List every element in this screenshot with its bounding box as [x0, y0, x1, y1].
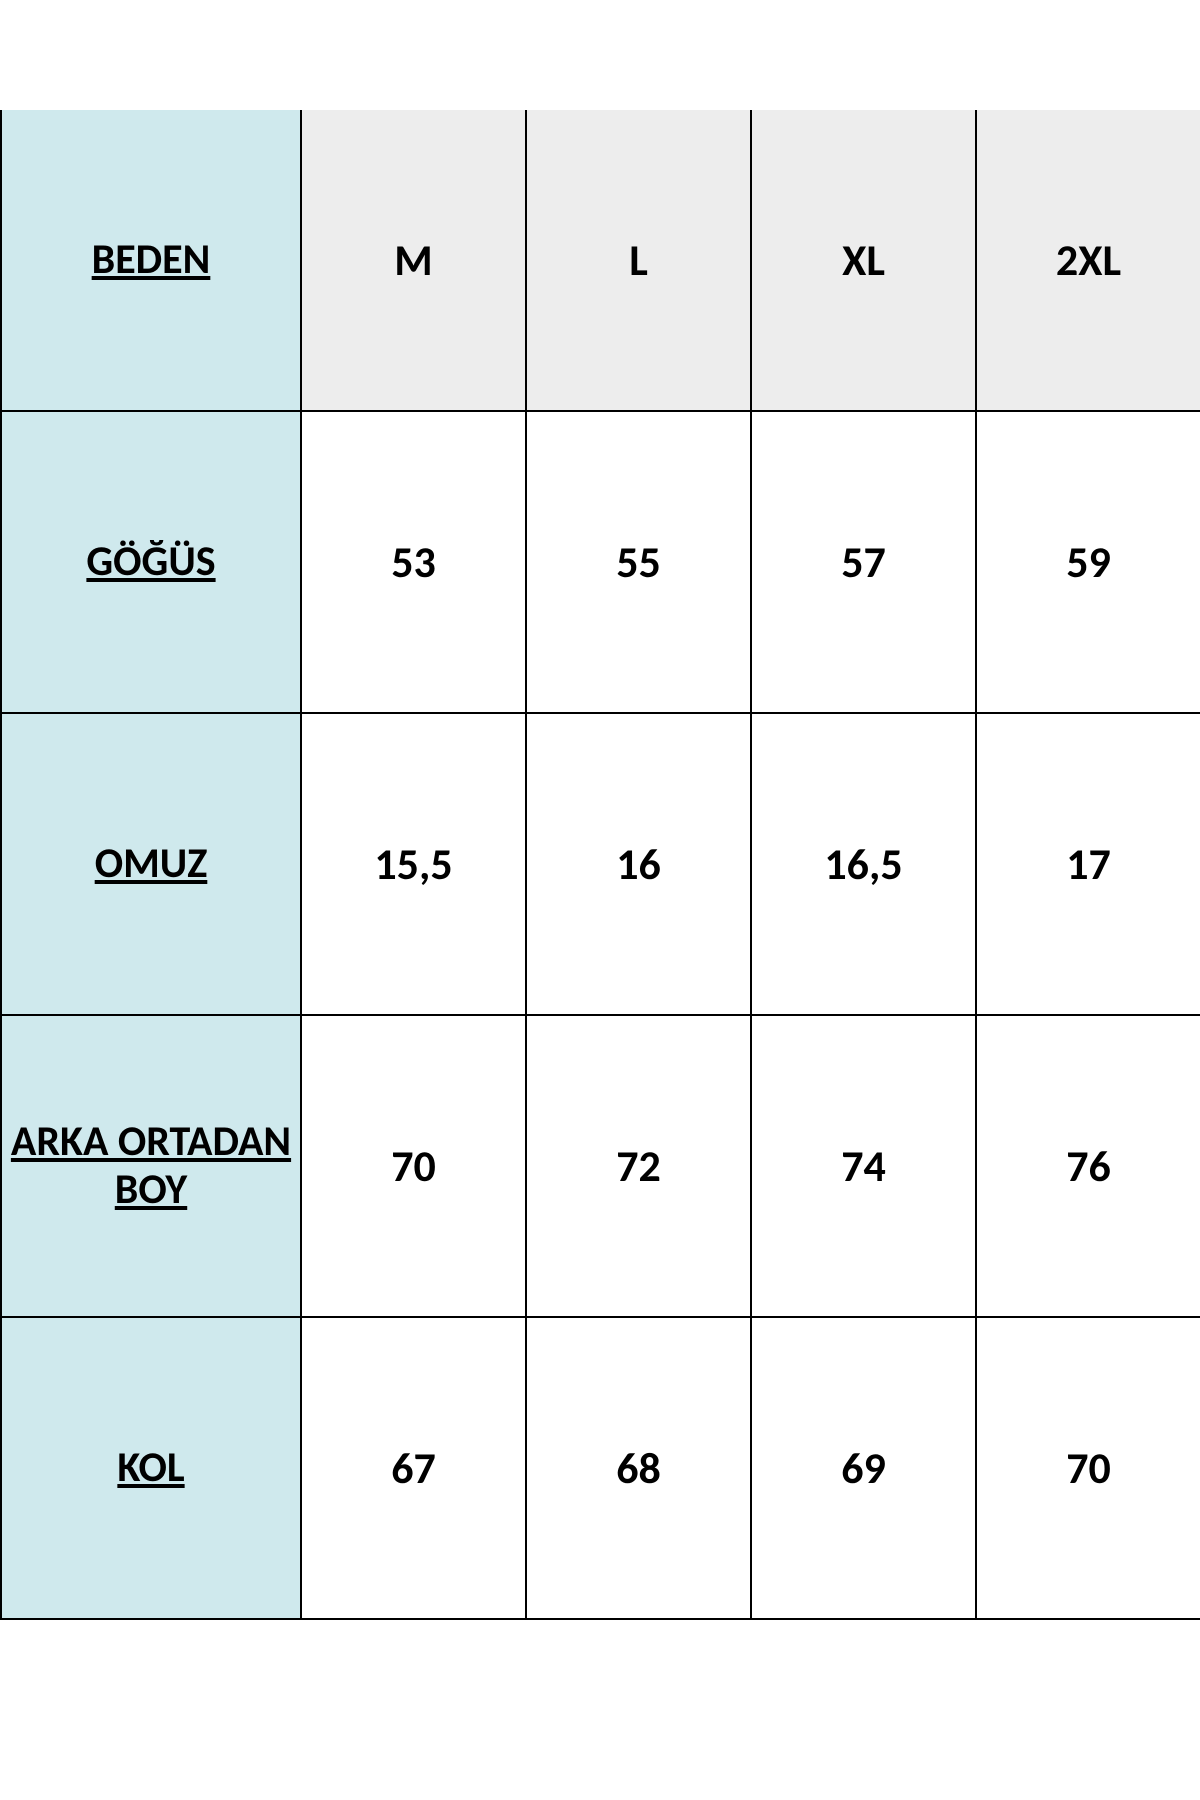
table-cell: 53	[301, 411, 526, 713]
cell-value: 74	[841, 1139, 886, 1193]
cell-value: 15,5	[374, 837, 452, 891]
table-header-row: BEDEN M L XL 2XL	[1, 110, 1200, 411]
row-label: OMUZ	[95, 840, 208, 888]
table-cell: 70	[301, 1015, 526, 1317]
size-table: BEDEN M L XL 2XL GÖĞÜS 53	[0, 110, 1200, 1620]
cell-value: 59	[1066, 535, 1111, 589]
table-cell: 74	[751, 1015, 976, 1317]
header-col-text: XL	[842, 233, 885, 287]
table-row: OMUZ 15,5 16 16,5 17	[1, 713, 1200, 1015]
cell-value: 57	[841, 535, 886, 589]
cell-value: 17	[1066, 837, 1111, 891]
table-cell: 57	[751, 411, 976, 713]
table-cell: 68	[526, 1317, 751, 1619]
header-col-3: 2XL	[976, 110, 1200, 411]
cell-value: 55	[616, 535, 661, 589]
cell-value: 72	[616, 1139, 661, 1193]
cell-value: 16	[616, 837, 661, 891]
header-col-2: XL	[751, 110, 976, 411]
header-col-0: M	[301, 110, 526, 411]
header-col-text: L	[629, 233, 648, 287]
row-label: GÖĞÜS	[86, 538, 215, 586]
row-label: KOL	[117, 1444, 184, 1492]
cell-value: 76	[1066, 1139, 1111, 1193]
header-col-text: 2XL	[1056, 233, 1121, 287]
table-cell: 76	[976, 1015, 1200, 1317]
table-row: KOL 67 68 69 70	[1, 1317, 1200, 1619]
cell-value: 69	[841, 1441, 886, 1495]
header-col-text: M	[394, 233, 432, 287]
row-label: ARKA ORTADAN BOY	[10, 1118, 292, 1215]
table-cell: 72	[526, 1015, 751, 1317]
row-label-cell: ARKA ORTADAN BOY	[1, 1015, 301, 1317]
table-cell: 55	[526, 411, 751, 713]
table-row: ARKA ORTADAN BOY 70 72 74 76	[1, 1015, 1200, 1317]
table-row: GÖĞÜS 53 55 57 59	[1, 411, 1200, 713]
table-cell: 16,5	[751, 713, 976, 1015]
header-label: BEDEN	[92, 236, 211, 284]
table-cell: 16	[526, 713, 751, 1015]
table-cell: 17	[976, 713, 1200, 1015]
cell-value: 53	[391, 535, 436, 589]
size-table-container: BEDEN M L XL 2XL GÖĞÜS 53	[0, 110, 1200, 1620]
header-col-1: L	[526, 110, 751, 411]
cell-value: 70	[391, 1139, 436, 1193]
row-label-cell: KOL	[1, 1317, 301, 1619]
header-label-cell: BEDEN	[1, 110, 301, 411]
table-cell: 67	[301, 1317, 526, 1619]
page: BEDEN M L XL 2XL GÖĞÜS 53	[0, 0, 1200, 1800]
table-cell: 59	[976, 411, 1200, 713]
table-cell: 70	[976, 1317, 1200, 1619]
cell-value: 70	[1066, 1441, 1111, 1495]
table-cell: 15,5	[301, 713, 526, 1015]
cell-value: 16,5	[824, 837, 902, 891]
row-label-cell: OMUZ	[1, 713, 301, 1015]
table-cell: 69	[751, 1317, 976, 1619]
cell-value: 67	[391, 1441, 436, 1495]
row-label-cell: GÖĞÜS	[1, 411, 301, 713]
cell-value: 68	[616, 1441, 661, 1495]
